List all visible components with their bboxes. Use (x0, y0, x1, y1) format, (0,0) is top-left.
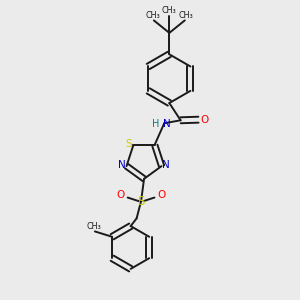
Text: CH₃: CH₃ (162, 6, 177, 15)
Text: O: O (157, 190, 165, 200)
Text: N: N (118, 160, 126, 170)
Text: O: O (200, 115, 208, 125)
Text: O: O (117, 190, 125, 200)
Text: CH₃: CH₃ (86, 222, 101, 231)
Text: N: N (163, 118, 170, 128)
Text: S: S (125, 139, 132, 149)
Text: H: H (152, 118, 159, 128)
Text: S: S (137, 195, 145, 208)
Text: CH₃: CH₃ (145, 11, 160, 20)
Text: CH₃: CH₃ (179, 11, 194, 20)
Text: N: N (162, 160, 169, 170)
